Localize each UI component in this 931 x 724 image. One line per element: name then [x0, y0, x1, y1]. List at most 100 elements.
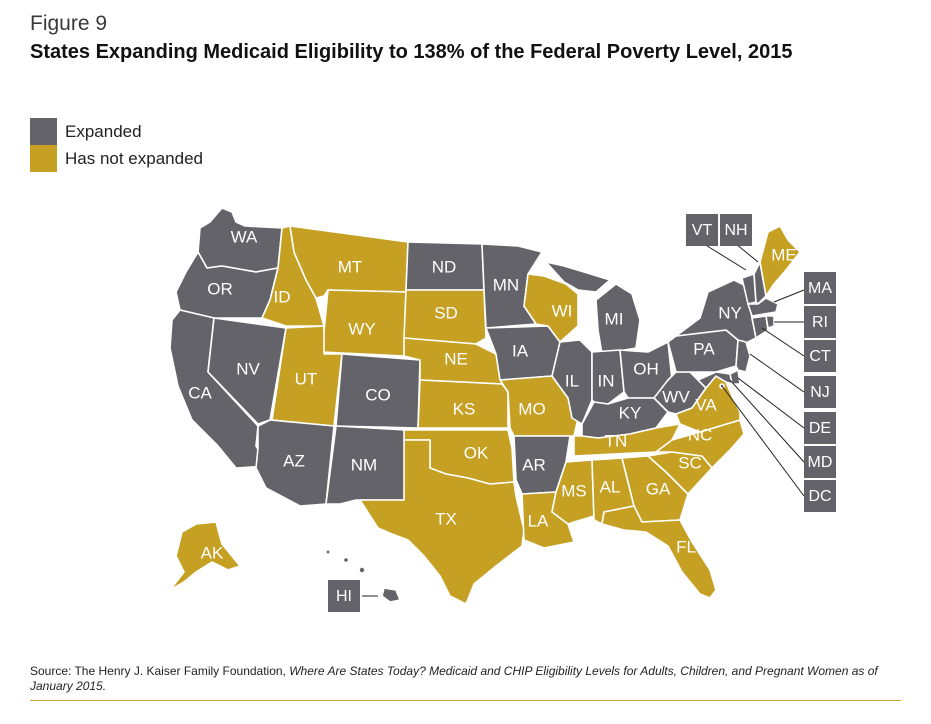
state-label-nv: NV — [236, 359, 260, 378]
callout-box-md[interactable] — [804, 446, 836, 478]
callout-box-dc[interactable] — [804, 480, 836, 512]
state-label-id: ID — [274, 287, 291, 306]
state-label-sc: SC — [678, 453, 702, 472]
state-label-in: IN — [598, 371, 615, 390]
state-label-wv: WV — [662, 387, 690, 406]
legend-swatch-expanded — [30, 118, 57, 145]
legend-label-expanded: Expanded — [65, 121, 142, 141]
state-label-mi: MI — [605, 309, 624, 328]
state-label-mt: MT — [338, 257, 363, 276]
state-TN[interactable] — [573, 423, 681, 457]
state-label-or: OR — [207, 279, 233, 298]
state-NV[interactable] — [207, 317, 287, 425]
state-label-il: IL — [565, 371, 579, 390]
state-label-oh: OH — [633, 359, 659, 378]
callout-labels: VT NH MA RI CT NJ DE MD DC HI — [328, 214, 836, 612]
state-label-pa: PA — [693, 339, 715, 358]
state-label-ar: AR — [522, 455, 546, 474]
state-label-nd: ND — [432, 257, 457, 276]
state-label-co: CO — [365, 385, 391, 404]
state-label-ks: KS — [453, 399, 476, 418]
state-label-va: VA — [695, 395, 717, 414]
state-label-mn: MN — [493, 275, 519, 294]
legend-label-not-expanded: Has not expanded — [65, 148, 203, 168]
callout-label-ri: RI — [812, 314, 828, 331]
callout-label-dc: DC — [808, 488, 831, 505]
state-MA[interactable] — [747, 297, 779, 317]
callout-box-ri[interactable] — [804, 306, 836, 338]
figure-label: Figure 9 — [30, 12, 108, 35]
state-label-nm: NM — [351, 455, 377, 474]
state-MI-UP[interactable] — [545, 261, 611, 293]
state-label-tx: TX — [435, 509, 457, 528]
state-NC[interactable] — [655, 419, 745, 469]
state-VA[interactable] — [675, 375, 741, 433]
state-label-ia: IA — [512, 341, 529, 360]
state-label-sd: SD — [434, 303, 458, 322]
state-labels: WA OR CA NV AZ ID MT WY UT CO NM ND SD NE KS OK TX MN IA MO… — [188, 227, 797, 562]
figure-title: States Expanding Medicaid Eligibility to… — [30, 41, 793, 63]
state-KS[interactable] — [417, 379, 509, 429]
state-WI[interactable] — [523, 273, 579, 343]
state-label-ny: NY — [718, 303, 742, 322]
state-ME[interactable] — [759, 225, 801, 297]
state-label-az: AZ — [283, 451, 305, 470]
legend-item-expanded: Expanded — [30, 118, 203, 145]
state-label-ak: AK — [201, 543, 224, 562]
state-label-ms: MS — [561, 481, 587, 500]
callout-label-ma: MA — [808, 280, 832, 297]
state-label-ky: KY — [619, 403, 642, 422]
source-title: Where Are States Today? Medicaid and CHI… — [30, 664, 878, 693]
callout-label-md: MD — [808, 454, 833, 471]
callout-box-de[interactable] — [804, 412, 836, 444]
callout-label-nh: NH — [724, 222, 747, 239]
callout-label-ct: CT — [809, 348, 831, 365]
state-label-wa: WA — [231, 227, 258, 246]
state-MI[interactable] — [595, 283, 641, 355]
state-NJ[interactable] — [735, 339, 751, 373]
map-legend: Expanded Has not expanded — [30, 118, 203, 172]
state-HI-islet[interactable] — [342, 556, 350, 564]
callout-label-vt: VT — [692, 222, 713, 239]
callout-label-nj: NJ — [810, 384, 830, 401]
state-label-ca: CA — [188, 383, 212, 402]
state-label-ga: GA — [646, 479, 671, 498]
us-map: WA OR CA NV AZ ID MT WY UT CO NM ND SD NE KS OK TX MN IA MO… — [169, 207, 836, 612]
source-note: Source: The Henry J. Kaiser Family Found… — [30, 664, 900, 694]
state-MD[interactable] — [697, 371, 733, 389]
state-HI[interactable] — [381, 587, 401, 603]
legend-swatch-not-expanded — [30, 145, 57, 172]
state-label-tn: TN — [605, 431, 628, 450]
state-label-mo: MO — [518, 399, 545, 418]
callout-box-hi[interactable] — [328, 580, 360, 612]
state-label-me: ME — [771, 245, 797, 264]
callout-label-hi: HI — [336, 588, 352, 605]
callout-leader-lines — [362, 243, 805, 597]
state-label-ne: NE — [444, 349, 468, 368]
state-SD[interactable] — [403, 289, 487, 345]
state-label-ut: UT — [295, 369, 318, 388]
state-AZ[interactable] — [255, 419, 335, 507]
state-label-al: AL — [600, 477, 621, 496]
state-FL[interactable] — [601, 505, 717, 599]
footer-rule — [30, 700, 901, 701]
state-label-la: LA — [528, 511, 549, 530]
legend-item-not-expanded: Has not expanded — [30, 145, 203, 172]
callout-box-nh[interactable] — [720, 214, 752, 246]
state-label-wy: WY — [348, 319, 375, 338]
state-AK[interactable] — [169, 521, 241, 591]
callout-box-ma[interactable] — [804, 272, 836, 304]
callout-box-ct[interactable] — [804, 340, 836, 372]
state-label-wi: WI — [552, 301, 573, 320]
callout-box-nj[interactable] — [804, 376, 836, 408]
callout-box-vt[interactable] — [686, 214, 718, 246]
state-label-nc: NC — [688, 425, 713, 444]
state-label-fl: FL — [676, 537, 696, 556]
state-HI-islet[interactable] — [324, 548, 331, 555]
source-prefix: Source: The Henry J. Kaiser Family Found… — [30, 664, 290, 678]
callout-label-de: DE — [809, 420, 831, 437]
state-RI[interactable] — [765, 315, 775, 329]
state-HI-islet[interactable] — [358, 566, 366, 574]
state-CT[interactable] — [751, 315, 769, 339]
state-TX[interactable] — [359, 439, 525, 605]
